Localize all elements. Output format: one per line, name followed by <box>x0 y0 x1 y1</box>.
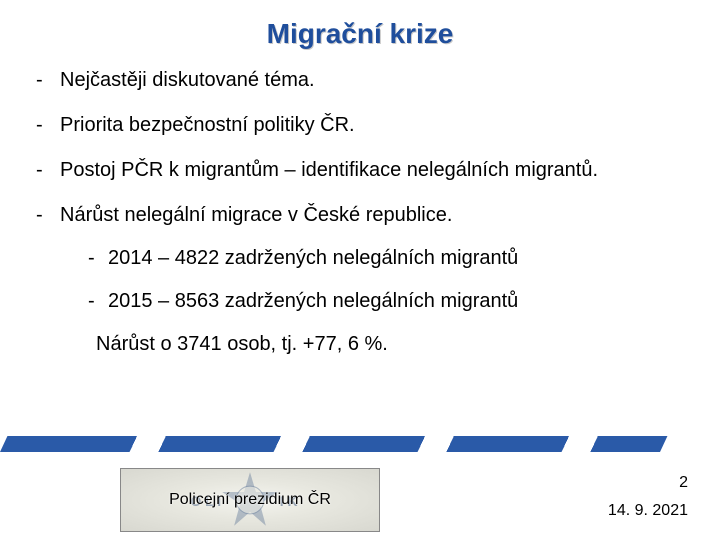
slide-title: Migrační krize <box>28 18 692 50</box>
slide-date: 14. 9. 2021 <box>608 502 688 520</box>
sub-bullet-list: 2014 – 4822 zadržených nelegálních migra… <box>60 246 692 314</box>
page-number: 2 <box>679 474 688 492</box>
bullet-item: Priorita bezpečnostní politiky ČR. <box>36 113 692 138</box>
footer-logo-box: O L I I K Policejní prezidium ČR <box>120 468 380 532</box>
bullet-item: Nárůst nelegální migrace v České republi… <box>36 203 692 357</box>
sub-bullet-item: 2015 – 8563 zadržených nelegálních migra… <box>88 289 692 314</box>
bullet-list: Nejčastěji diskutované téma. Priorita be… <box>28 68 692 357</box>
decorative-bar <box>0 436 720 452</box>
slide: Migrační krize Nejčastěji diskutované té… <box>0 0 720 540</box>
bullet-item: Nejčastěji diskutované téma. <box>36 68 692 93</box>
summary-text: Nárůst o 3741 osob, tj. +77, 6 %. <box>60 332 692 357</box>
sub-bullet-item: 2014 – 4822 zadržených nelegálních migra… <box>88 246 692 271</box>
bullet-text: Nárůst nelegální migrace v České republi… <box>60 204 452 226</box>
bullet-item: Postoj PČR k migrantům – identifikace ne… <box>36 158 692 183</box>
footer-label: Policejní prezidium ČR <box>169 491 331 509</box>
